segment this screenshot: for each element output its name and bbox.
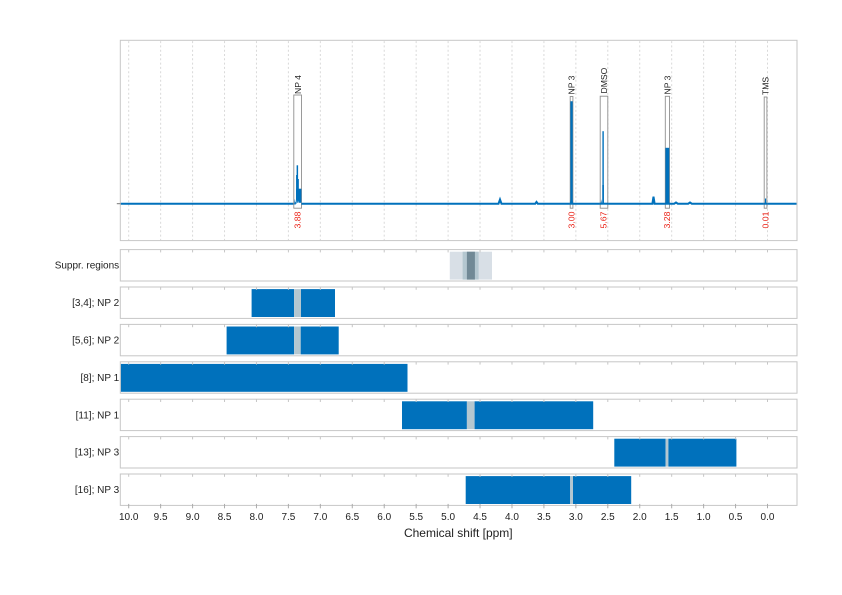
svg-text:DMSO: DMSO <box>599 67 609 93</box>
svg-text:Suppr. regions: Suppr. regions <box>55 261 120 272</box>
svg-text:3.28: 3.28 <box>662 211 672 228</box>
svg-text:2.0: 2.0 <box>633 512 647 523</box>
svg-text:3.5: 3.5 <box>537 512 551 523</box>
svg-text:[5,6]; NP 2: [5,6]; NP 2 <box>72 336 120 347</box>
svg-text:[16]; NP 3: [16]; NP 3 <box>75 485 120 496</box>
svg-text:10.0: 10.0 <box>119 512 139 523</box>
svg-text:[8]; NP 1: [8]; NP 1 <box>80 373 119 384</box>
svg-text:0.0: 0.0 <box>761 512 775 523</box>
svg-text:4.0: 4.0 <box>505 512 519 523</box>
svg-text:NP 3: NP 3 <box>567 75 577 94</box>
svg-text:[3,4]; NP 2: [3,4]; NP 2 <box>72 298 120 309</box>
svg-text:6.0: 6.0 <box>377 512 391 523</box>
svg-text:8.0: 8.0 <box>250 512 264 523</box>
svg-text:1.0: 1.0 <box>697 512 711 523</box>
svg-text:[11]; NP 1: [11]; NP 1 <box>76 410 120 421</box>
svg-text:Chemical shift [ppm]: Chemical shift [ppm] <box>404 526 513 540</box>
svg-text:3.88: 3.88 <box>293 211 303 228</box>
svg-text:8.5: 8.5 <box>218 512 232 523</box>
svg-text:5.5: 5.5 <box>409 512 423 523</box>
svg-text:9.5: 9.5 <box>154 512 168 523</box>
svg-text:1.5: 1.5 <box>665 512 679 523</box>
svg-text:5.67: 5.67 <box>599 211 609 228</box>
svg-text:3.00: 3.00 <box>567 211 577 228</box>
svg-text:0.01: 0.01 <box>761 211 771 228</box>
svg-text:0.5: 0.5 <box>729 512 743 523</box>
svg-text:[13]; NP 3: [13]; NP 3 <box>75 448 120 459</box>
svg-text:7.0: 7.0 <box>313 512 327 523</box>
svg-text:4.5: 4.5 <box>473 512 487 523</box>
svg-text:5.0: 5.0 <box>441 512 455 523</box>
svg-text:2.5: 2.5 <box>601 512 615 523</box>
svg-text:TMS: TMS <box>761 77 771 95</box>
svg-text:7.5: 7.5 <box>281 512 295 523</box>
svg-text:3.0: 3.0 <box>569 512 583 523</box>
svg-text:NP 3: NP 3 <box>663 75 673 94</box>
svg-text:6.5: 6.5 <box>345 512 359 523</box>
svg-text:NP 4: NP 4 <box>293 75 303 94</box>
svg-text:9.0: 9.0 <box>186 512 200 523</box>
